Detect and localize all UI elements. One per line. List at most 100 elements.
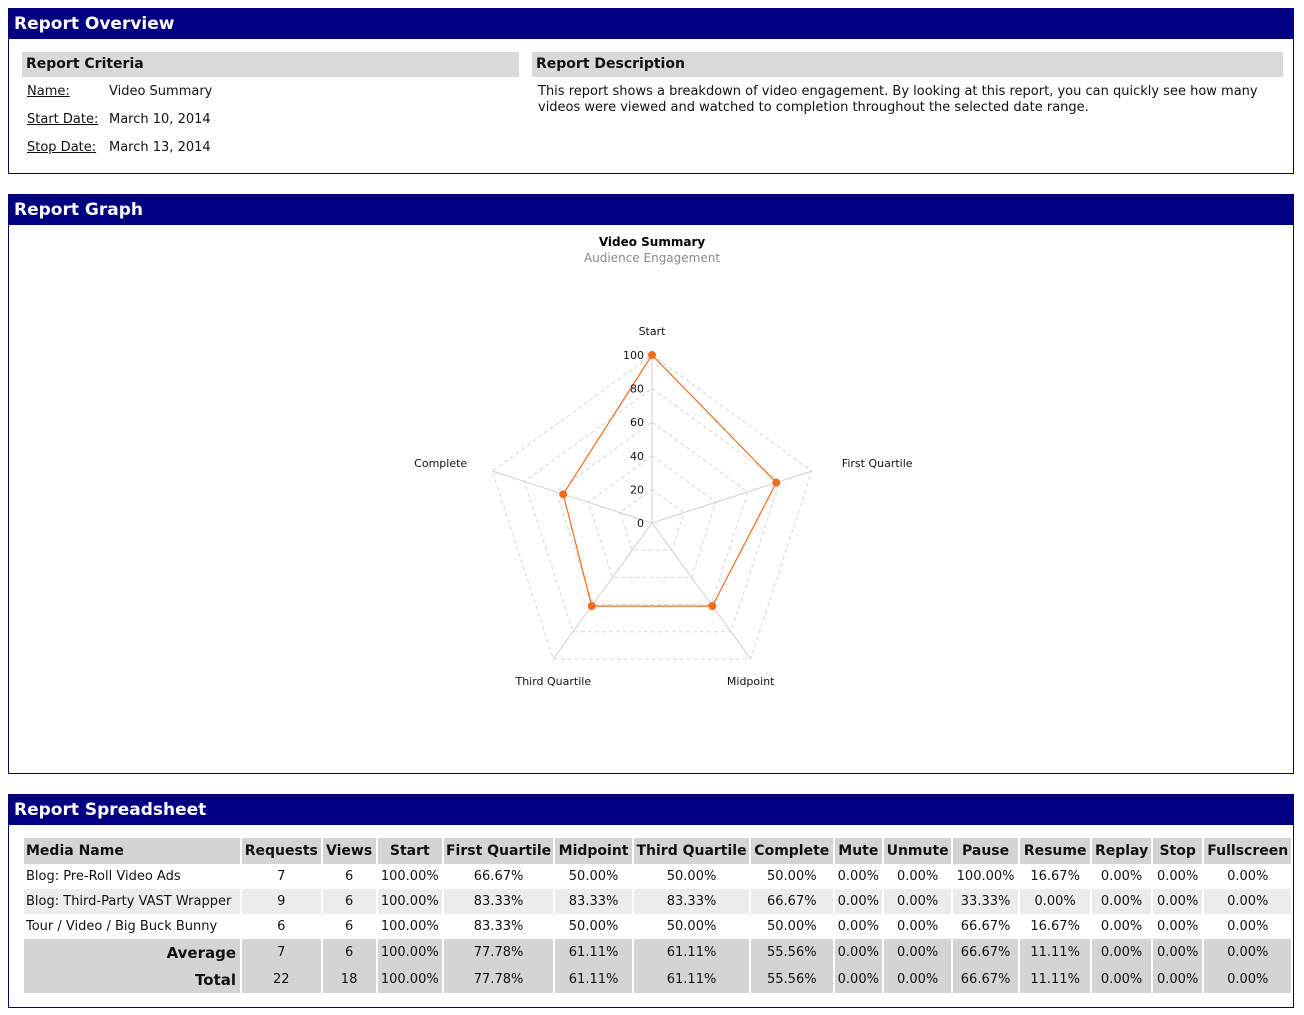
table-cell: 18 [322, 966, 376, 993]
data-point-complete[interactable] [559, 490, 568, 499]
criteria-label-start-date[interactable]: Start Date: [27, 112, 99, 127]
table-cell: 9 [242, 889, 321, 914]
table-cell: 0.00% [834, 966, 883, 993]
grid-ring-100 [491, 354, 813, 660]
table-cell: 100.00% [380, 869, 439, 884]
table-cell: 66.67% [473, 869, 524, 884]
report-spreadsheet-title: Report Spreadsheet [9, 795, 1293, 825]
table-cell: 50.00% [568, 919, 619, 934]
table-cell: 16.67% [1030, 919, 1080, 934]
table-row-average: Average 7 6 100.00% 77.78% 61.11% 61.11% 55.56%… [24, 939, 1291, 966]
table-cell: 0.00% [1100, 919, 1143, 934]
series-line-0 [562, 354, 778, 607]
row-label-cell: Tour / Video / Big Buck Bunny [26, 919, 218, 934]
column-header-media-name[interactable]: Media Name [24, 838, 241, 864]
table-cell: 0.00% [837, 919, 879, 934]
table-cell: 83.33% [443, 889, 554, 914]
report-description-text: This report shows a breakdown of video e… [538, 84, 1258, 115]
chart-category-labels: Start First Quartile Midpoint Third Quartil… [414, 325, 913, 688]
table-cell: 50.00% [568, 869, 619, 884]
row-label-cell: Blog: Third-Party VAST Wrapper [24, 889, 241, 914]
criteria-value-stop-date: March 13, 2014 [109, 140, 211, 155]
table-row-total: Total 22 18 100.00% 77.78% 61.11% 61.11% 55.56%… [24, 966, 1291, 993]
table-cell: 0.00% [884, 966, 952, 993]
table-cell: 66.67% [751, 889, 833, 914]
column-header-requests[interactable]: Requests [242, 838, 321, 864]
column-header-first-quartile[interactable]: First Quartile [443, 838, 554, 864]
table-cell: 0.00% [1092, 889, 1151, 914]
column-header-fullscreen[interactable]: Fullscreen [1204, 838, 1291, 864]
tick-label: 100 [623, 349, 644, 362]
axis-spoke [552, 522, 653, 660]
axis-spoke [651, 522, 752, 660]
table-cell: 0.00% [1157, 869, 1199, 884]
table-cell: 0.00% [896, 869, 939, 884]
table-cell: 0.00% [1152, 939, 1203, 966]
column-header-start[interactable]: Start [377, 838, 442, 864]
radar-chart: Video Summary Audience Engagement 0 20 40 6… [414, 235, 913, 688]
column-header-views[interactable]: Views [322, 838, 376, 864]
column-header-replay[interactable]: Replay [1092, 838, 1151, 864]
data-point-third-quartile[interactable] [587, 602, 596, 611]
table-cell: 22 [242, 966, 321, 993]
table-cell: 61.11% [634, 966, 750, 993]
column-header-third-quartile[interactable]: Third Quartile [634, 838, 750, 864]
table-cell: 83.33% [555, 889, 633, 914]
table-cell: 16.67% [1030, 869, 1080, 884]
table-cell: 66.67% [953, 966, 1019, 993]
row-label-cell: Blog: Pre-Roll Video Ads [26, 869, 181, 884]
tick-label: 80 [630, 383, 644, 396]
table-cell: 83.33% [634, 889, 750, 914]
table-cell: 6 [322, 889, 376, 914]
column-header-pause[interactable]: Pause [953, 838, 1019, 864]
column-header-unmute[interactable]: Unmute [884, 838, 952, 864]
table-cell: 61.11% [555, 939, 633, 966]
table-cell: 50.00% [666, 919, 717, 934]
table-header-row: Media Name Requests Views Start First Quarti… [24, 838, 1291, 864]
grid-ring-40 [587, 455, 717, 578]
table-cell: 100.00% [377, 966, 442, 993]
grid-ring-80 [523, 387, 781, 633]
table-cell: 77.78% [443, 939, 554, 966]
column-header-stop[interactable]: Stop [1152, 838, 1203, 864]
chart-tick-labels: 0 20 40 60 80 100 [623, 349, 644, 530]
tick-label: 60 [630, 416, 644, 429]
table-cell: 0.00% [1020, 889, 1091, 914]
table-cell: 11.11% [1020, 939, 1091, 966]
table-cell: 0.00% [1152, 889, 1203, 914]
column-header-mute[interactable]: Mute [834, 838, 883, 864]
criteria-label-name[interactable]: Name: [27, 84, 70, 99]
table-cell: 6 [344, 919, 354, 934]
column-header-resume[interactable]: Resume [1020, 838, 1091, 864]
axis-spoke [651, 470, 812, 524]
criteria-value-name: Video Summary [109, 84, 213, 99]
data-point-midpoint[interactable] [708, 602, 717, 611]
table-row: Tour / Video / Big Buck Bunny 6 6 100.00% 83… [24, 914, 1291, 939]
table-cell: 0.00% [1152, 966, 1203, 993]
table-cell: 6 [344, 869, 354, 884]
table-cell: 0.00% [834, 939, 883, 966]
table-cell: 11.11% [1020, 966, 1091, 993]
axis-spoke [492, 470, 653, 524]
table-cell: 0.00% [896, 919, 939, 934]
table-cell: 0.00% [1227, 869, 1269, 884]
table-cell: 100.00% [380, 919, 439, 934]
criteria-label-stop-date[interactable]: Stop Date: [27, 140, 97, 155]
table-cell: 55.56% [751, 966, 833, 993]
table-cell: 61.11% [634, 939, 750, 966]
column-header-complete[interactable]: Complete [751, 838, 833, 864]
data-point-start[interactable] [648, 351, 656, 359]
row-label-cell: Average [24, 939, 241, 966]
column-header-midpoint[interactable]: Midpoint [555, 838, 633, 864]
row-label-cell: Total [24, 966, 241, 993]
category-label-start: Start [639, 325, 667, 338]
table-cell: 100.00% [956, 869, 1015, 884]
table-cell: 77.78% [443, 966, 554, 993]
report-graph-title: Report Graph [9, 195, 1293, 225]
table-row: Blog: Third-Party VAST Wrapper 9 6 100.00% 8… [24, 889, 1291, 914]
data-point-first-quartile[interactable] [772, 478, 781, 487]
table-cell: 7 [242, 939, 321, 966]
tick-label: 20 [630, 483, 644, 496]
tick-label: 0 [637, 517, 644, 530]
table-cell: 61.11% [555, 966, 633, 993]
